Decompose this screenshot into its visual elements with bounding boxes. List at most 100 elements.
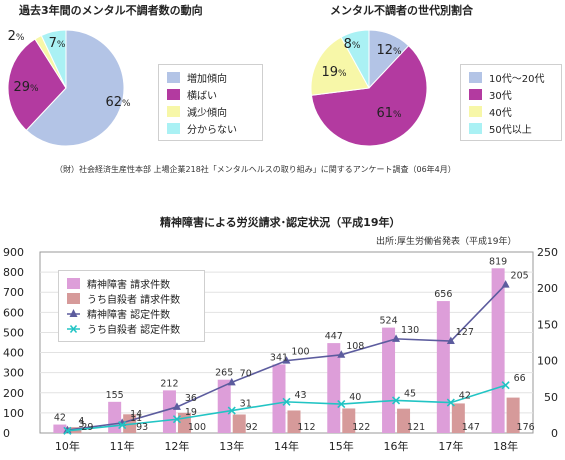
point-marker [501,381,510,390]
pie1-slice [40,29,67,89]
data-label: 4 [78,416,84,427]
pie2-slice [310,36,370,96]
bar [491,268,505,433]
y-left-tick-label: 900 [3,246,24,259]
y-right-tick-label: 100 [537,355,558,368]
survey-source-note: （財）社会経済生産性本部 上場企業218社「メンタルヘルスの取り組み」に関するア… [55,165,456,174]
pie1-legend-label: 増加傾向 [187,74,227,85]
data-label: 341 [270,352,288,363]
data-label: 155 [106,390,124,401]
x-tick-label: 16年 [384,439,409,453]
pie1-title: 過去3年間のメンタル不調者数の動向 [19,4,203,17]
data-label: 92 [246,422,258,433]
y-right-tick-label: 0 [551,427,558,440]
x-tick-label: 10年 [55,439,80,453]
pie-charts: 62% 29% 2% 7% 12% 61% 19% 8% [7,29,428,147]
chart-source: 出所:厚生労働省発表（平成19年） [376,237,517,247]
pie2-legend-item: 10代～20代 [469,70,544,85]
point-marker [282,356,291,364]
x-tick-label: 15年 [329,439,354,453]
x-tick-label: 17年 [438,439,463,453]
pie1-pct-label: 7% [49,36,66,51]
data-label: 147 [462,422,480,433]
pie2-pct-label: 8% [344,37,361,52]
point-marker [446,398,455,407]
bar [382,327,396,433]
data-label: 100 [188,422,206,433]
data-label: 205 [511,271,529,282]
data-label: 265 [215,368,233,379]
bar [342,408,356,433]
data-label: 656 [434,289,452,300]
pie2-legend-label: 50代以上 [489,125,532,136]
data-label: 819 [489,256,507,267]
pie2-pct-label: 61% [376,106,402,121]
combo-legend-label: 精神障害 請求件数 [87,280,171,291]
bar [162,390,176,433]
data-label: 29 [81,422,93,433]
y-left-tick-label: 200 [3,387,24,400]
pie1-legend-item: 増加傾向 [167,70,227,85]
pie2-slice [310,45,428,147]
point-marker [227,406,236,415]
pie1-pct-label: 29% [13,80,39,95]
pie2-legend-item: 50代以上 [469,121,532,136]
x-tick-label: 12年 [164,439,189,453]
combo-legend-item: 精神障害 請求件数 [67,276,171,291]
bar [451,403,465,433]
x-tick-label: 14年 [274,439,299,453]
bar [68,427,82,433]
y-right-tick-label: 50 [544,391,558,404]
data-label: 36 [185,393,197,404]
data-label: 14 [130,409,142,420]
data-label: 19 [185,407,197,418]
pie2-legend: 10代～20代 30代 40代 50代以上 [460,64,562,141]
point-marker [118,420,127,430]
data-label: 66 [514,373,526,384]
point-marker [337,350,346,358]
combo-legend-item: うち自殺者 認定件数 [67,321,181,336]
data-label: 122 [352,422,370,433]
bar [436,301,450,433]
pie1-slice [7,38,67,131]
x-tick-label: 11年 [110,439,135,453]
data-label: 130 [401,325,419,336]
pie2-pct-label: 12% [376,43,402,58]
point-marker [172,402,181,410]
point-marker [227,377,236,386]
x-tick-label: 18年 [493,439,518,453]
data-label: 524 [379,316,397,327]
y-left-tick-label: 600 [3,306,24,319]
data-label: 40 [349,392,361,403]
pie1-legend-label: 減少傾向 [187,108,227,119]
data-label: 100 [291,347,309,358]
combo-legend-item: 精神障害 認定件数 [67,306,170,321]
point-marker [63,425,72,434]
combo-legend-label: うち自殺者 認定件数 [87,325,181,336]
data-label: 93 [136,422,148,433]
pie1-legend: 増加傾向 横ばい 減少傾向 分からない [158,64,263,141]
y-left-tick-label: 400 [3,347,24,360]
pie1-legend-item: 横ばい [167,87,217,102]
combo-legend-item: うち自殺者 請求件数 [67,291,180,306]
triangle-line-icon [67,309,80,317]
pie2-slice [340,29,370,89]
bar [123,414,137,433]
data-label: 447 [325,331,343,342]
chart-title: 精神障害による労災請求･認定状況（平成19年） [160,216,401,229]
bar [177,412,191,433]
point-marker [392,334,401,342]
data-label: 108 [346,341,364,352]
data-label: 3 [78,419,84,430]
data-label: 31 [240,399,252,410]
y-left-tick-label: 0 [3,427,10,440]
pie2-legend-item: 30代 [469,87,512,102]
pie1-legend-label: 横ばい [187,91,217,102]
data-label: 127 [456,327,474,338]
data-label: 212 [160,378,178,389]
bar [53,424,67,433]
data-label: 42 [459,391,471,402]
pie1-pct-label: 2% [8,29,25,44]
bar [287,410,301,433]
data-label: 43 [294,390,306,401]
